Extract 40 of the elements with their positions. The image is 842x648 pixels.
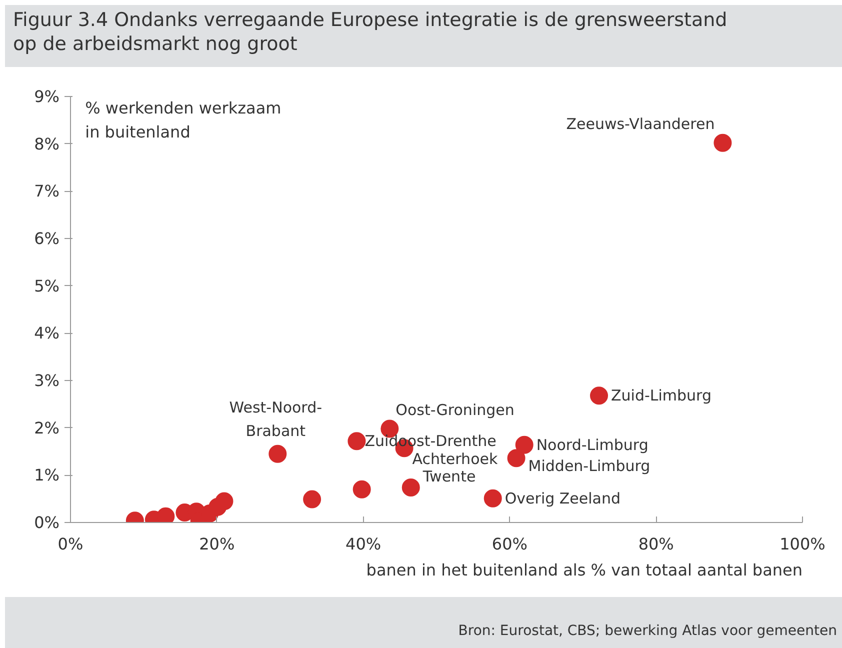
annotation: Midden-Limburg — [528, 457, 650, 476]
point — [714, 134, 732, 152]
y-tick-label: 2% — [34, 418, 60, 438]
x-axis-title: banen in het buitenland als % van totaal aantal banen — [366, 560, 802, 580]
annotation: Noord-Limburg — [536, 436, 648, 454]
annotation: Zuid-Limburg — [611, 386, 712, 405]
point — [348, 432, 366, 450]
point — [303, 490, 322, 508]
annotation: West-Noord- Brabant — [229, 398, 322, 440]
point — [215, 492, 234, 510]
text: Bron: Eurostat, CBS; bewerking Atlas voor gemeenten — [458, 622, 837, 641]
annotation: Zeeuws-Vlaanderen — [566, 114, 715, 133]
point — [484, 489, 502, 508]
point — [507, 449, 526, 468]
point — [402, 478, 420, 496]
y-tick-label: 7% — [34, 182, 60, 201]
y-tick-label: 9% — [34, 87, 60, 106]
y-tick-label: 1% — [34, 466, 60, 485]
y-tick-label: 5% — [34, 276, 60, 296]
x-tick-label: 20% — [199, 534, 235, 554]
y-tick-label: 6% — [34, 229, 60, 248]
y-tick-label: 8% — [34, 134, 60, 154]
y-tick-label: 0% — [34, 513, 60, 532]
y-tick-label: 4% — [34, 324, 60, 343]
x-tick-label: 40% — [346, 534, 382, 554]
x-tick-label: 100% — [780, 534, 826, 554]
point — [515, 436, 534, 454]
point — [268, 444, 287, 463]
x-tick-label: 60% — [492, 534, 528, 554]
annotation: Twente — [422, 467, 476, 486]
annotation: Achterhoek — [412, 450, 498, 468]
annotation: Overig Zeeland — [504, 489, 621, 508]
point — [590, 386, 608, 405]
point — [352, 480, 371, 498]
y-tick-label: 3% — [34, 371, 60, 390]
annotation: Oost-Groningen — [396, 400, 514, 419]
chart-title: Figuur 3.4 Ondanks verregaande Europese integratie is de grensweerstand op de arbeidsmarkt nog groot — [13, 9, 728, 56]
y-axis-title: % werkenden werkzaam in buitenland — [85, 98, 282, 142]
x-tick-label: 0% — [58, 534, 84, 554]
x-tick-label: 80% — [638, 534, 674, 554]
